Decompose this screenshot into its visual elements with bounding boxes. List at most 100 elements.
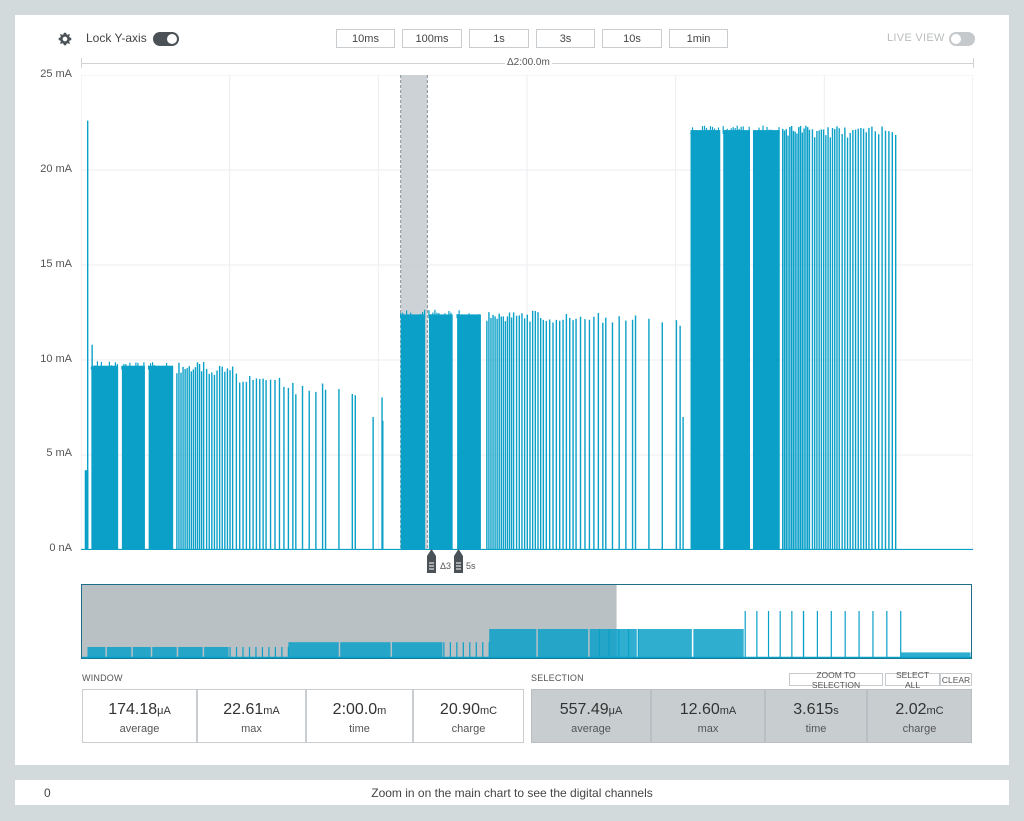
- selection-section-title: SELECTION: [531, 673, 584, 683]
- minimap-block: [900, 652, 971, 658]
- stat-number: 3.615: [793, 701, 834, 718]
- toggle-knob: [951, 34, 961, 44]
- stat-number: 12.60: [679, 701, 720, 718]
- trace-noise: [428, 309, 452, 319]
- cursor-delta-suffix: 5s: [466, 561, 476, 571]
- lock-y-axis-label: Lock Y-axis: [86, 31, 147, 45]
- stat-unit: μA: [608, 705, 623, 717]
- y-tick-label: 15 mA: [40, 258, 72, 270]
- stat-unit: μA: [157, 705, 171, 717]
- minimap-block: [589, 629, 637, 658]
- stat-label: max: [241, 723, 262, 735]
- window-span-label: Δ2:00.0m: [505, 57, 552, 68]
- trace-dense-block: [752, 130, 780, 550]
- select-all-button[interactable]: SELECT ALL: [885, 670, 940, 690]
- y-tick-label: 20 mA: [40, 163, 72, 175]
- stat-value: 12.60mA: [652, 701, 764, 719]
- trace-dense-block: [400, 314, 426, 550]
- zoom-1s-button[interactable]: 1s: [469, 29, 529, 48]
- live-view-toggle[interactable]: [949, 32, 975, 46]
- minimap-block: [204, 647, 229, 658]
- gear-icon[interactable]: [58, 32, 72, 46]
- stat-number: 20.90: [439, 701, 480, 718]
- trace-dense-block: [457, 314, 481, 550]
- minimap-block: [340, 642, 391, 658]
- stat-number: 174.18: [108, 701, 158, 718]
- minimap-block: [537, 629, 589, 658]
- digital-channels-message: Zoom in on the main chart to see the dig…: [371, 786, 653, 800]
- selection-average-stat: 557.49μA average: [531, 689, 651, 743]
- trace-noise: [90, 361, 118, 371]
- minimap-block: [288, 642, 339, 658]
- clear-button[interactable]: CLEAR: [940, 673, 972, 686]
- trace-noise: [148, 362, 174, 370]
- stat-value: 557.49μA: [532, 701, 650, 719]
- stat-unit: s: [833, 705, 839, 717]
- zoom-100ms-button[interactable]: 100ms: [402, 29, 462, 48]
- window-max-stat: 22.61mA max: [197, 689, 306, 743]
- zoom-to-selection-button[interactable]: ZOOM TO SELECTION: [789, 670, 883, 690]
- left-cursor-handle[interactable]: [427, 549, 436, 573]
- trace-dense-block: [723, 130, 750, 550]
- digital-channel-index: 0: [44, 786, 51, 800]
- stat-unit: m: [377, 705, 387, 717]
- selection-charge-stat: 2.02mC charge: [867, 689, 972, 743]
- stat-label: max: [697, 723, 719, 735]
- stat-unit: mC: [926, 705, 944, 717]
- zoom-10s-button[interactable]: 10s: [602, 29, 662, 48]
- stat-number: 557.49: [559, 701, 609, 718]
- minimap-block: [132, 647, 151, 658]
- minimap-block: [106, 647, 132, 658]
- cursor-delta-label: Δ3: [440, 561, 452, 571]
- current-chart[interactable]: [81, 75, 973, 550]
- zoom-10ms-button[interactable]: 10ms: [336, 29, 395, 48]
- right-cursor-handle[interactable]: [454, 549, 463, 573]
- window-time-stat: 2:00.0m time: [306, 689, 413, 743]
- stat-number: 2:00.0: [332, 701, 378, 718]
- minimap-block: [152, 647, 177, 658]
- window-span-end-tick: [973, 58, 974, 68]
- y-tick-label: 10 mA: [40, 353, 72, 365]
- trace-dense-block: [428, 314, 453, 550]
- overview-minimap[interactable]: [81, 584, 972, 659]
- trace-dense-block: [91, 365, 119, 550]
- trace-noise: [121, 362, 145, 370]
- window-span-start-tick: [81, 58, 82, 68]
- oscilloscope-panel: Lock Y-axis 10ms 100ms 1s 3s 10s 1min LI…: [15, 15, 1009, 765]
- stat-number: 2.02: [895, 701, 927, 718]
- minimap-block: [87, 647, 106, 658]
- stat-value: 2:00.0m: [307, 701, 412, 719]
- y-tick-label: 25 mA: [40, 68, 72, 80]
- stat-label: charge: [902, 723, 937, 735]
- y-tick-label: 0 nA: [49, 542, 72, 554]
- trace-dense-block: [690, 130, 721, 550]
- stat-label: average: [119, 723, 160, 735]
- zoom-3s-button[interactable]: 3s: [536, 29, 595, 48]
- stat-value: 22.61mA: [198, 701, 305, 719]
- stat-value: 3.615s: [766, 701, 866, 719]
- toggle-knob: [167, 34, 177, 44]
- digital-channels-bar: 0 Zoom in on the main chart to see the d…: [15, 780, 1009, 805]
- minimap-block: [392, 642, 443, 658]
- zoom-1min-button[interactable]: 1min: [669, 29, 728, 48]
- minimap-block: [489, 629, 537, 658]
- trace-noise: [456, 310, 480, 319]
- stat-unit: mC: [479, 705, 498, 717]
- window-charge-stat: 20.90mC charge: [413, 689, 524, 743]
- stat-unit: mA: [263, 705, 280, 717]
- trace-dense-block: [121, 365, 145, 550]
- stat-label: charge: [451, 723, 486, 735]
- stat-label: time: [349, 723, 370, 735]
- minimap-block: [693, 629, 744, 658]
- stat-value: 174.18μA: [83, 701, 196, 719]
- trace-dense-block: [148, 365, 174, 550]
- stat-value: 2.02mC: [868, 701, 971, 719]
- selection-max-stat: 12.60mA max: [651, 689, 765, 743]
- trace-noise: [689, 125, 720, 135]
- stat-value: 20.90mC: [414, 701, 523, 719]
- live-view-label: LIVE VIEW: [887, 32, 945, 44]
- minimap-block: [638, 629, 692, 658]
- lock-y-axis-toggle[interactable]: [153, 32, 179, 46]
- y-tick-label: 5 mA: [46, 447, 72, 459]
- trace-baseline-segment: [84, 470, 89, 550]
